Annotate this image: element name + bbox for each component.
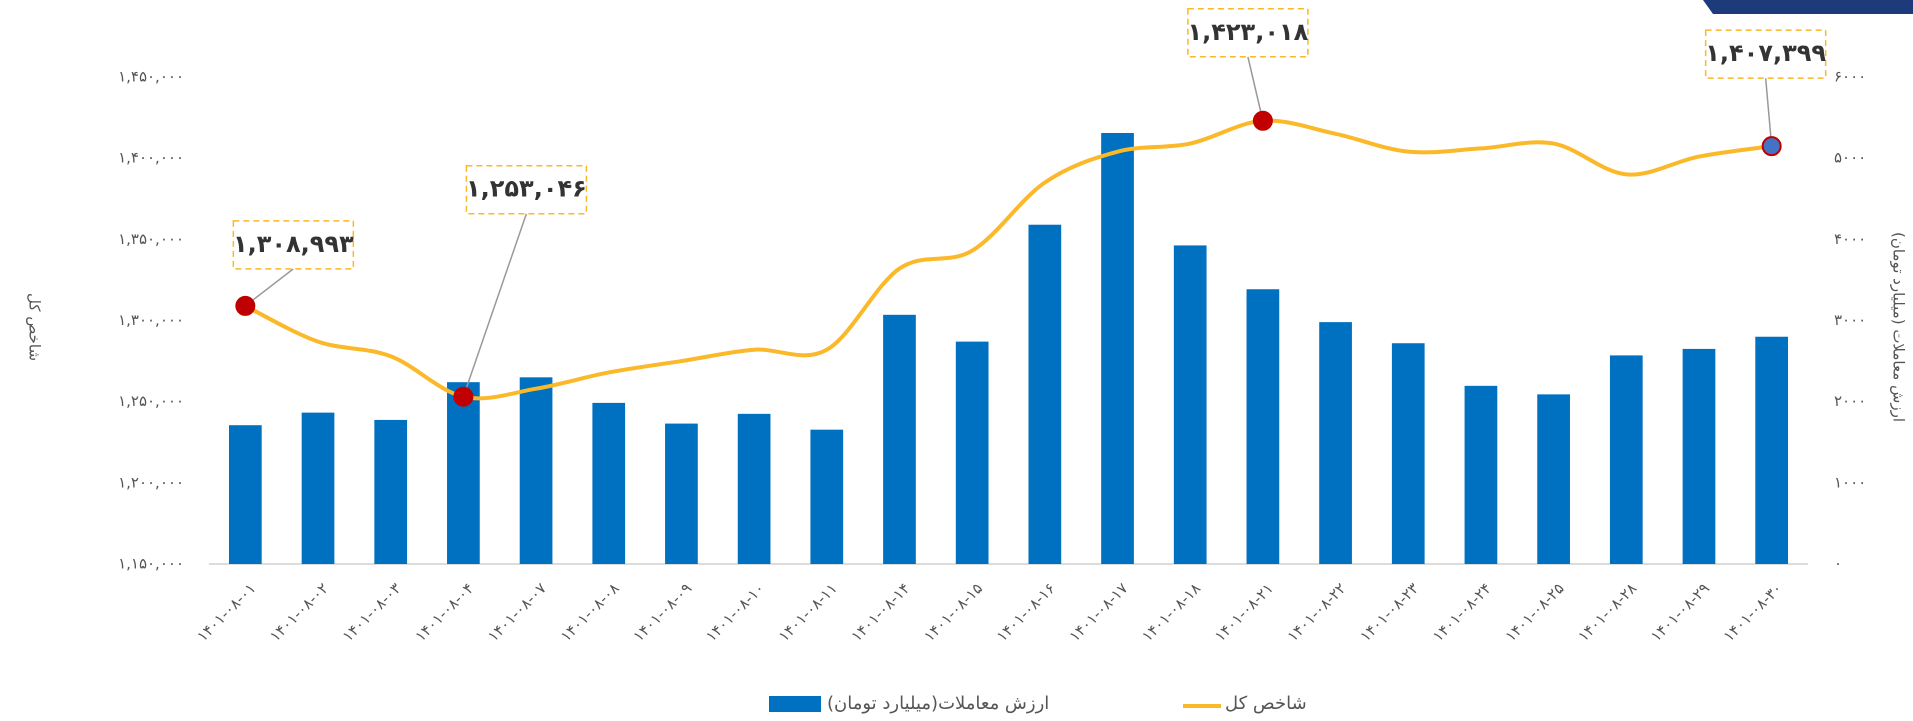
y2-tick-label: ۲۰۰۰: [1834, 392, 1866, 410]
y2-tick-label: ۶۰۰۰: [1834, 68, 1866, 86]
y2-tick-label: ۵۰۰۰: [1834, 149, 1866, 167]
annotation-box: [1704, 29, 1827, 79]
legend-swatch: [769, 696, 821, 712]
x-tick-label: ۱۴۰۱-۰۸-۰۲: [266, 579, 332, 645]
y2-tick-label: ۰: [1834, 555, 1842, 573]
y-tick-label: ۱,۲۰۰,۰۰۰: [118, 473, 184, 491]
bar: [1755, 336, 1789, 564]
bar: [1028, 224, 1062, 564]
point-marker: [235, 295, 256, 316]
data-label: ۱,۴۰۷,۳۹۹: [1705, 39, 1826, 67]
bar: [810, 429, 844, 564]
x-tick-label: ۱۴۰۱-۰۸-۲۱: [1211, 579, 1277, 645]
x-tick-label: ۱۴۰۱-۰۸-۱۶: [993, 579, 1059, 645]
legend-label: شاخص کل: [1225, 693, 1307, 714]
annotation-box: [232, 220, 355, 270]
x-tick-label: ۱۴۰۱-۰۸-۰۸: [557, 579, 623, 645]
point-marker: [453, 386, 474, 407]
y-tick-label: ۱,۲۵۰,۰۰۰: [118, 392, 184, 410]
y-axis-title: شاخص کل: [26, 293, 44, 361]
legend-label: ارزش معاملات(میلیارد تومان): [827, 693, 1049, 714]
x-tick-label: ۱۴۰۱-۰۸-۰۹: [629, 579, 695, 645]
x-tick-label: ۱۴۰۱-۰۸-۱۵: [920, 579, 986, 645]
y-tick-label: ۱,۱۵۰,۰۰۰: [118, 555, 184, 573]
data-label: ۱,۲۵۳,۰۴۶: [466, 175, 587, 203]
x-tick-label: ۱۴۰۱-۰۸-۱۸: [1138, 579, 1204, 645]
leader-line: [462, 213, 528, 397]
x-tick-label: ۱۴۰۱-۰۸-۲۸: [1574, 579, 1640, 645]
y-tick-label: ۱,۳۵۰,۰۰۰: [118, 230, 184, 248]
y-tick-label: ۱,۳۰۰,۰۰۰: [118, 311, 184, 329]
x-tick-label: ۱۴۰۱-۰۸-۰۳: [339, 579, 405, 645]
point-marker: [1761, 136, 1782, 157]
bar: [301, 412, 335, 564]
bar: [374, 419, 408, 564]
y2-tick-label: ۴۰۰۰: [1834, 230, 1866, 248]
x-tick-label: ۱۴۰۱-۰۸-۰۴: [411, 579, 477, 645]
bar: [1319, 322, 1352, 564]
bar: [1609, 355, 1643, 564]
x-tick-label: ۱۴۰۱-۰۸-۰۱: [193, 579, 259, 645]
y2-tick-label: ۱۰۰۰: [1834, 473, 1866, 491]
x-tick-label: ۱۴۰۱-۰۸-۲۹: [1647, 579, 1713, 645]
annotation-box: [465, 164, 588, 215]
leader-line: [1247, 56, 1264, 121]
data-label: ۱,۳۰۸,۹۹۳: [233, 230, 354, 258]
x-tick-label: ۱۴۰۱-۰۸-۲۴: [1429, 579, 1495, 645]
data-label: ۱,۴۲۳,۰۱۸: [1187, 18, 1308, 46]
y-tick-label: ۱,۴۰۰,۰۰۰: [118, 149, 184, 167]
x-tick-label: ۱۴۰۱-۰۸-۱۱: [775, 579, 841, 645]
bar: [883, 314, 916, 564]
x-tick-label: ۱۴۰۱-۰۸-۲۳: [1356, 579, 1422, 645]
bar: [737, 413, 771, 564]
x-tick-label: ۱۴۰۱-۰۸-۱۰: [702, 579, 768, 645]
x-tick-label: ۱۴۰۱-۰۸-۲۲: [1284, 579, 1350, 645]
y2-axis-title: ارزش معاملات (میلیارد تومان): [1890, 232, 1908, 422]
leader-line: [1764, 78, 1773, 147]
bar: [955, 341, 989, 564]
x-tick-label: ۱۴۰۱-۰۸-۲۵: [1502, 579, 1568, 645]
bar: [1101, 133, 1134, 564]
bar: [447, 382, 480, 564]
x-tick-label: ۱۴۰۱-۰۸-۰۷: [484, 579, 550, 645]
bar: [519, 377, 553, 564]
line: [244, 118, 1772, 401]
point-marker: [1252, 110, 1273, 131]
annotation-box: [1187, 8, 1309, 58]
bar: [665, 423, 698, 564]
x-tick-label: ۱۴۰۱-۰۸-۱۷: [1066, 579, 1132, 645]
corner-banner: [1703, 0, 1913, 14]
y2-tick-label: ۳۰۰۰: [1834, 311, 1866, 329]
bar: [1246, 289, 1280, 564]
bar: [228, 425, 262, 564]
bar: [592, 402, 626, 564]
bar: [1391, 343, 1425, 564]
x-tick-label: ۱۴۰۱-۰۸-۳۰: [1720, 579, 1786, 645]
y-tick-label: ۱,۴۵۰,۰۰۰: [118, 68, 184, 86]
x-tick-label: ۱۴۰۱-۰۸-۱۴: [848, 579, 914, 645]
leader-line: [244, 268, 294, 307]
bar: [1682, 348, 1716, 564]
bar: [1537, 394, 1570, 564]
bar: [1173, 245, 1207, 564]
bar: [1464, 385, 1498, 564]
